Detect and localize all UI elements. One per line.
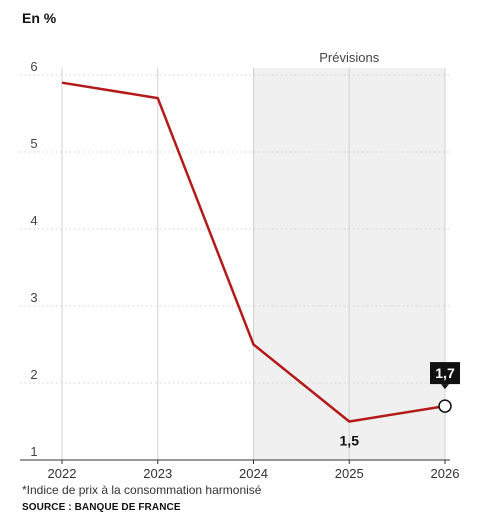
x-axis-ticks: 2022 2023 2024 2025 2026 <box>48 460 460 480</box>
forecast-label: Prévisions <box>319 50 379 65</box>
x-tick-2022: 2022 <box>48 466 77 480</box>
x-tick-2023: 2023 <box>143 466 172 480</box>
x-tick-2025: 2025 <box>335 466 364 480</box>
data-label-2025: 1,5 <box>340 433 360 449</box>
y-axis-ticks: 1 2 3 4 5 6 <box>30 59 37 459</box>
y-tick-3: 3 <box>30 290 37 305</box>
x-tick-2024: 2024 <box>239 466 268 480</box>
y-tick-2: 2 <box>30 367 37 382</box>
y-tick-6: 6 <box>30 59 37 74</box>
vertical-gridlines <box>61 68 446 460</box>
series-line-0 <box>61 81 446 423</box>
data-label-2026: 1,7 <box>435 365 455 381</box>
callout-pointer-2026 <box>441 384 449 390</box>
y-tick-4: 4 <box>30 213 37 228</box>
y-tick-1: 1 <box>30 444 37 459</box>
series-layer <box>61 81 446 423</box>
annotation-layer: 1,5 1,7 <box>340 362 460 449</box>
x-tick-2026: 2026 <box>431 466 460 480</box>
inflation-line-chart: Prévisions 1 2 3 4 5 6 2022 2023 2024 2025 2026 1… <box>20 50 460 480</box>
source-note: SOURCE : BANQUE DE FRANCE <box>22 502 181 513</box>
point-marker-2026 <box>438 399 452 413</box>
footnote: *Indice de prix à la consommation harmon… <box>22 483 262 497</box>
unit-label: En % <box>22 10 57 26</box>
callout-box-2026 <box>430 362 460 385</box>
y-tick-5: 5 <box>30 136 37 151</box>
